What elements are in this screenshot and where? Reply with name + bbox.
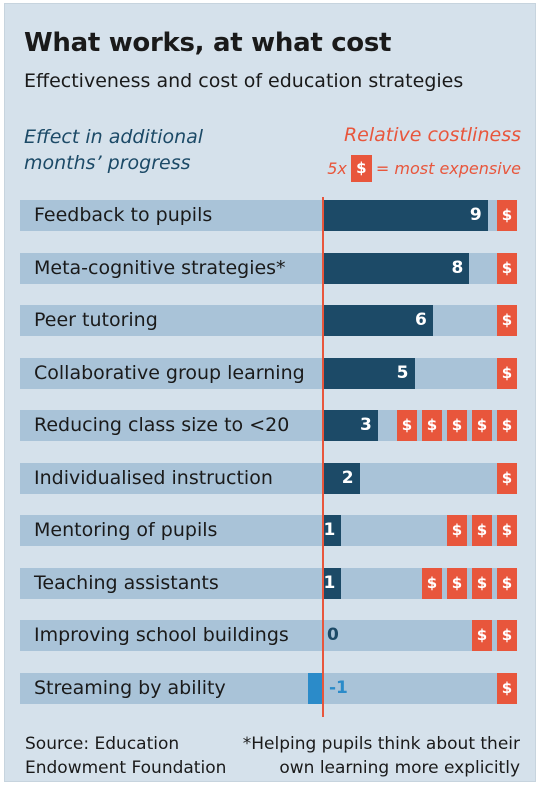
dollar-icon: $ xyxy=(497,305,517,336)
cost-key-suffix: = most expensive xyxy=(375,159,521,178)
row-band xyxy=(20,305,517,336)
effect-axis-label: Effect in additional months’ progress xyxy=(24,126,204,174)
dollar-icon: $ xyxy=(472,515,492,546)
chart-title: What works, at what cost xyxy=(24,28,392,58)
dollar-icon: $ xyxy=(447,410,467,441)
dollar-icon: $ xyxy=(397,410,417,441)
dollar-icon: $ xyxy=(422,568,442,599)
effect-value-label: 1 xyxy=(323,573,336,593)
effect-bar xyxy=(323,515,342,546)
chart-subtitle: Effectiveness and cost of education stra… xyxy=(24,70,464,92)
dollar-icon: $ xyxy=(447,515,467,546)
dollar-icon: $ xyxy=(497,463,517,494)
effect-bar xyxy=(308,673,323,704)
dollar-icon: $ xyxy=(447,568,467,599)
footnote-line-1: *Helping pupils think about their xyxy=(242,734,520,754)
effect-value-label: 6 xyxy=(414,310,427,330)
dollar-icon: $ xyxy=(472,410,492,441)
category-label: Individualised instruction xyxy=(34,467,273,489)
footnote-line-2: own learning more explicitly xyxy=(279,758,520,778)
dollar-icon: $ xyxy=(472,568,492,599)
effect-value-label: 5 xyxy=(396,363,409,383)
category-label: Peer tutoring xyxy=(34,309,158,331)
category-label: Teaching assistants xyxy=(34,572,219,594)
row-band xyxy=(20,515,517,546)
category-label: Meta-cognitive strategies* xyxy=(34,257,286,279)
chart-card: What works, at what cost Effectiveness a… xyxy=(4,3,536,782)
row-band xyxy=(20,620,517,651)
effect-value-label: 1 xyxy=(323,520,336,540)
cost-key: 5x $ = most expensive xyxy=(327,155,521,182)
dollar-icon: $ xyxy=(350,155,372,182)
effect-value-label: -1 xyxy=(329,678,348,698)
dollar-icon: $ xyxy=(422,410,442,441)
row-band xyxy=(20,463,517,494)
effect-bar xyxy=(323,410,378,441)
dollar-icon: $ xyxy=(497,200,517,231)
effect-bar xyxy=(323,200,488,231)
footnote: *Helping pupils think about their own le… xyxy=(243,732,520,780)
dollar-icon: $ xyxy=(497,515,517,546)
category-label: Mentoring of pupils xyxy=(34,519,218,541)
row-band xyxy=(20,358,517,389)
effect-bar xyxy=(323,253,470,284)
category-label: Reducing class size to <20 xyxy=(34,414,290,436)
effect-bar xyxy=(323,305,433,336)
category-label: Collaborative group learning xyxy=(34,362,305,384)
dollar-icon: $ xyxy=(497,620,517,651)
category-label: Feedback to pupils xyxy=(34,204,213,226)
cost-key-prefix: 5x xyxy=(327,159,347,178)
effect-value-label: 9 xyxy=(469,205,482,225)
zero-baseline xyxy=(322,197,324,717)
effect-value-label: 2 xyxy=(341,468,354,488)
effect-value-label: 0 xyxy=(327,625,339,645)
effect-value-label: 8 xyxy=(451,258,464,278)
category-label: Streaming by ability xyxy=(34,677,226,699)
source-note: Source: Education Endowment Foundation xyxy=(25,734,227,778)
category-label: Improving school buildings xyxy=(34,624,289,646)
dollar-icon: $ xyxy=(472,620,492,651)
cost-axis-label: Relative costliness xyxy=(343,124,521,146)
effect-bar xyxy=(323,463,360,494)
dollar-icon: $ xyxy=(497,673,517,704)
effect-bar xyxy=(323,358,415,389)
dollar-icon: $ xyxy=(497,358,517,389)
dollar-icon: $ xyxy=(497,568,517,599)
dollar-icon: $ xyxy=(497,410,517,441)
dollar-icon: $ xyxy=(497,253,517,284)
effect-value-label: 3 xyxy=(360,415,372,435)
row-band xyxy=(20,673,517,704)
effect-bar xyxy=(323,568,342,599)
